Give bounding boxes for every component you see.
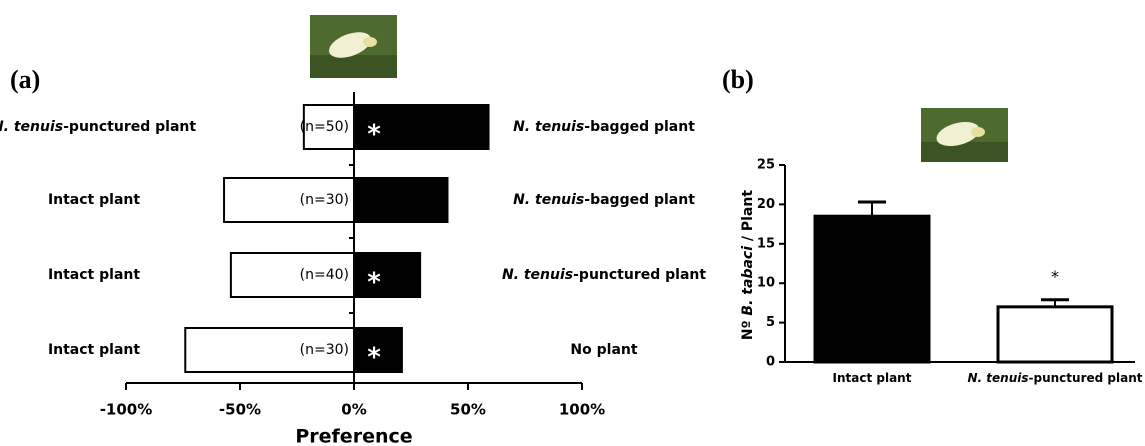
n-label: (n=30)	[300, 192, 349, 208]
left-label: Intact plant	[48, 342, 140, 358]
x-tick-label-part: -punctured plant	[1029, 371, 1143, 385]
left-label: N. tenuis-punctured plant	[0, 119, 196, 135]
left-label: Intact plant	[48, 267, 140, 283]
y-tick-label: 15	[757, 236, 775, 251]
n-label: (n=50)	[300, 119, 349, 135]
left-label-part: Intact plant	[48, 342, 140, 358]
bar	[998, 307, 1112, 362]
n-label: (n=30)	[300, 342, 349, 358]
bar	[354, 253, 420, 297]
y-axis-label-part: Nº	[740, 316, 756, 341]
n-label: (n=40)	[300, 267, 349, 283]
x-tick-label: N. tenuis-punctured plant	[968, 371, 1143, 385]
left-label: Intact plant	[48, 192, 140, 208]
significance: *	[1051, 267, 1059, 286]
x-tick-label: -50%	[219, 401, 261, 419]
right-label-part: N. tenuis	[513, 119, 584, 135]
x-tick-label: 100%	[559, 401, 605, 419]
bar	[354, 178, 447, 222]
x-tick-label: -100%	[100, 401, 153, 419]
y-tick-label: 0	[766, 355, 775, 370]
left-label-part: Intact plant	[48, 192, 140, 208]
x-tick-label-part: Intact plant	[833, 371, 912, 385]
y-tick-label: 25	[757, 158, 775, 173]
right-label-part: No plant	[570, 342, 637, 358]
right-label-part: -bagged plant	[584, 119, 695, 135]
left-label-part: Intact plant	[48, 267, 140, 283]
panel-label: (a)	[10, 65, 40, 94]
right-label: N. tenuis-punctured plant	[502, 267, 706, 283]
right-label-part: -punctured plant	[573, 267, 706, 283]
right-label: No plant	[570, 342, 637, 358]
x-axis-label: Preference	[295, 426, 412, 446]
right-label-part: N. tenuis	[502, 267, 573, 283]
right-label-part: N. tenuis	[513, 192, 584, 208]
y-tick-label: 5	[766, 315, 775, 330]
whitefly-photo	[921, 108, 1008, 162]
y-tick-label: 10	[757, 276, 775, 291]
left-label-part: -punctured plant	[63, 119, 196, 135]
significance: *	[367, 120, 381, 150]
x-tick-label: 0%	[341, 401, 366, 419]
y-axis-label-part: B. tabaci	[740, 246, 756, 316]
y-axis-label-part: / Plant	[740, 190, 756, 246]
right-label-part: -bagged plant	[584, 192, 695, 208]
whitefly-photo	[310, 15, 397, 78]
significance: *	[367, 268, 381, 298]
x-tick-label: 50%	[450, 401, 486, 419]
figure: (a) -100% -50% 0% 50% 100% Preference (n=50) * N.…	[0, 0, 1145, 446]
right-label: N. tenuis-bagged plant	[513, 192, 695, 208]
bar	[815, 216, 929, 362]
right-label: N. tenuis-bagged plant	[513, 119, 695, 135]
x-tick-label-part: N. tenuis	[968, 371, 1029, 385]
x-tick-label: Intact plant	[833, 371, 912, 385]
left-label-part: N. tenuis	[0, 119, 63, 135]
panel-label: (b)	[722, 65, 754, 94]
significance: *	[367, 343, 381, 373]
y-axis-label: Nº B. tabaci / Plant	[740, 190, 756, 340]
y-tick-label: 20	[757, 197, 775, 212]
